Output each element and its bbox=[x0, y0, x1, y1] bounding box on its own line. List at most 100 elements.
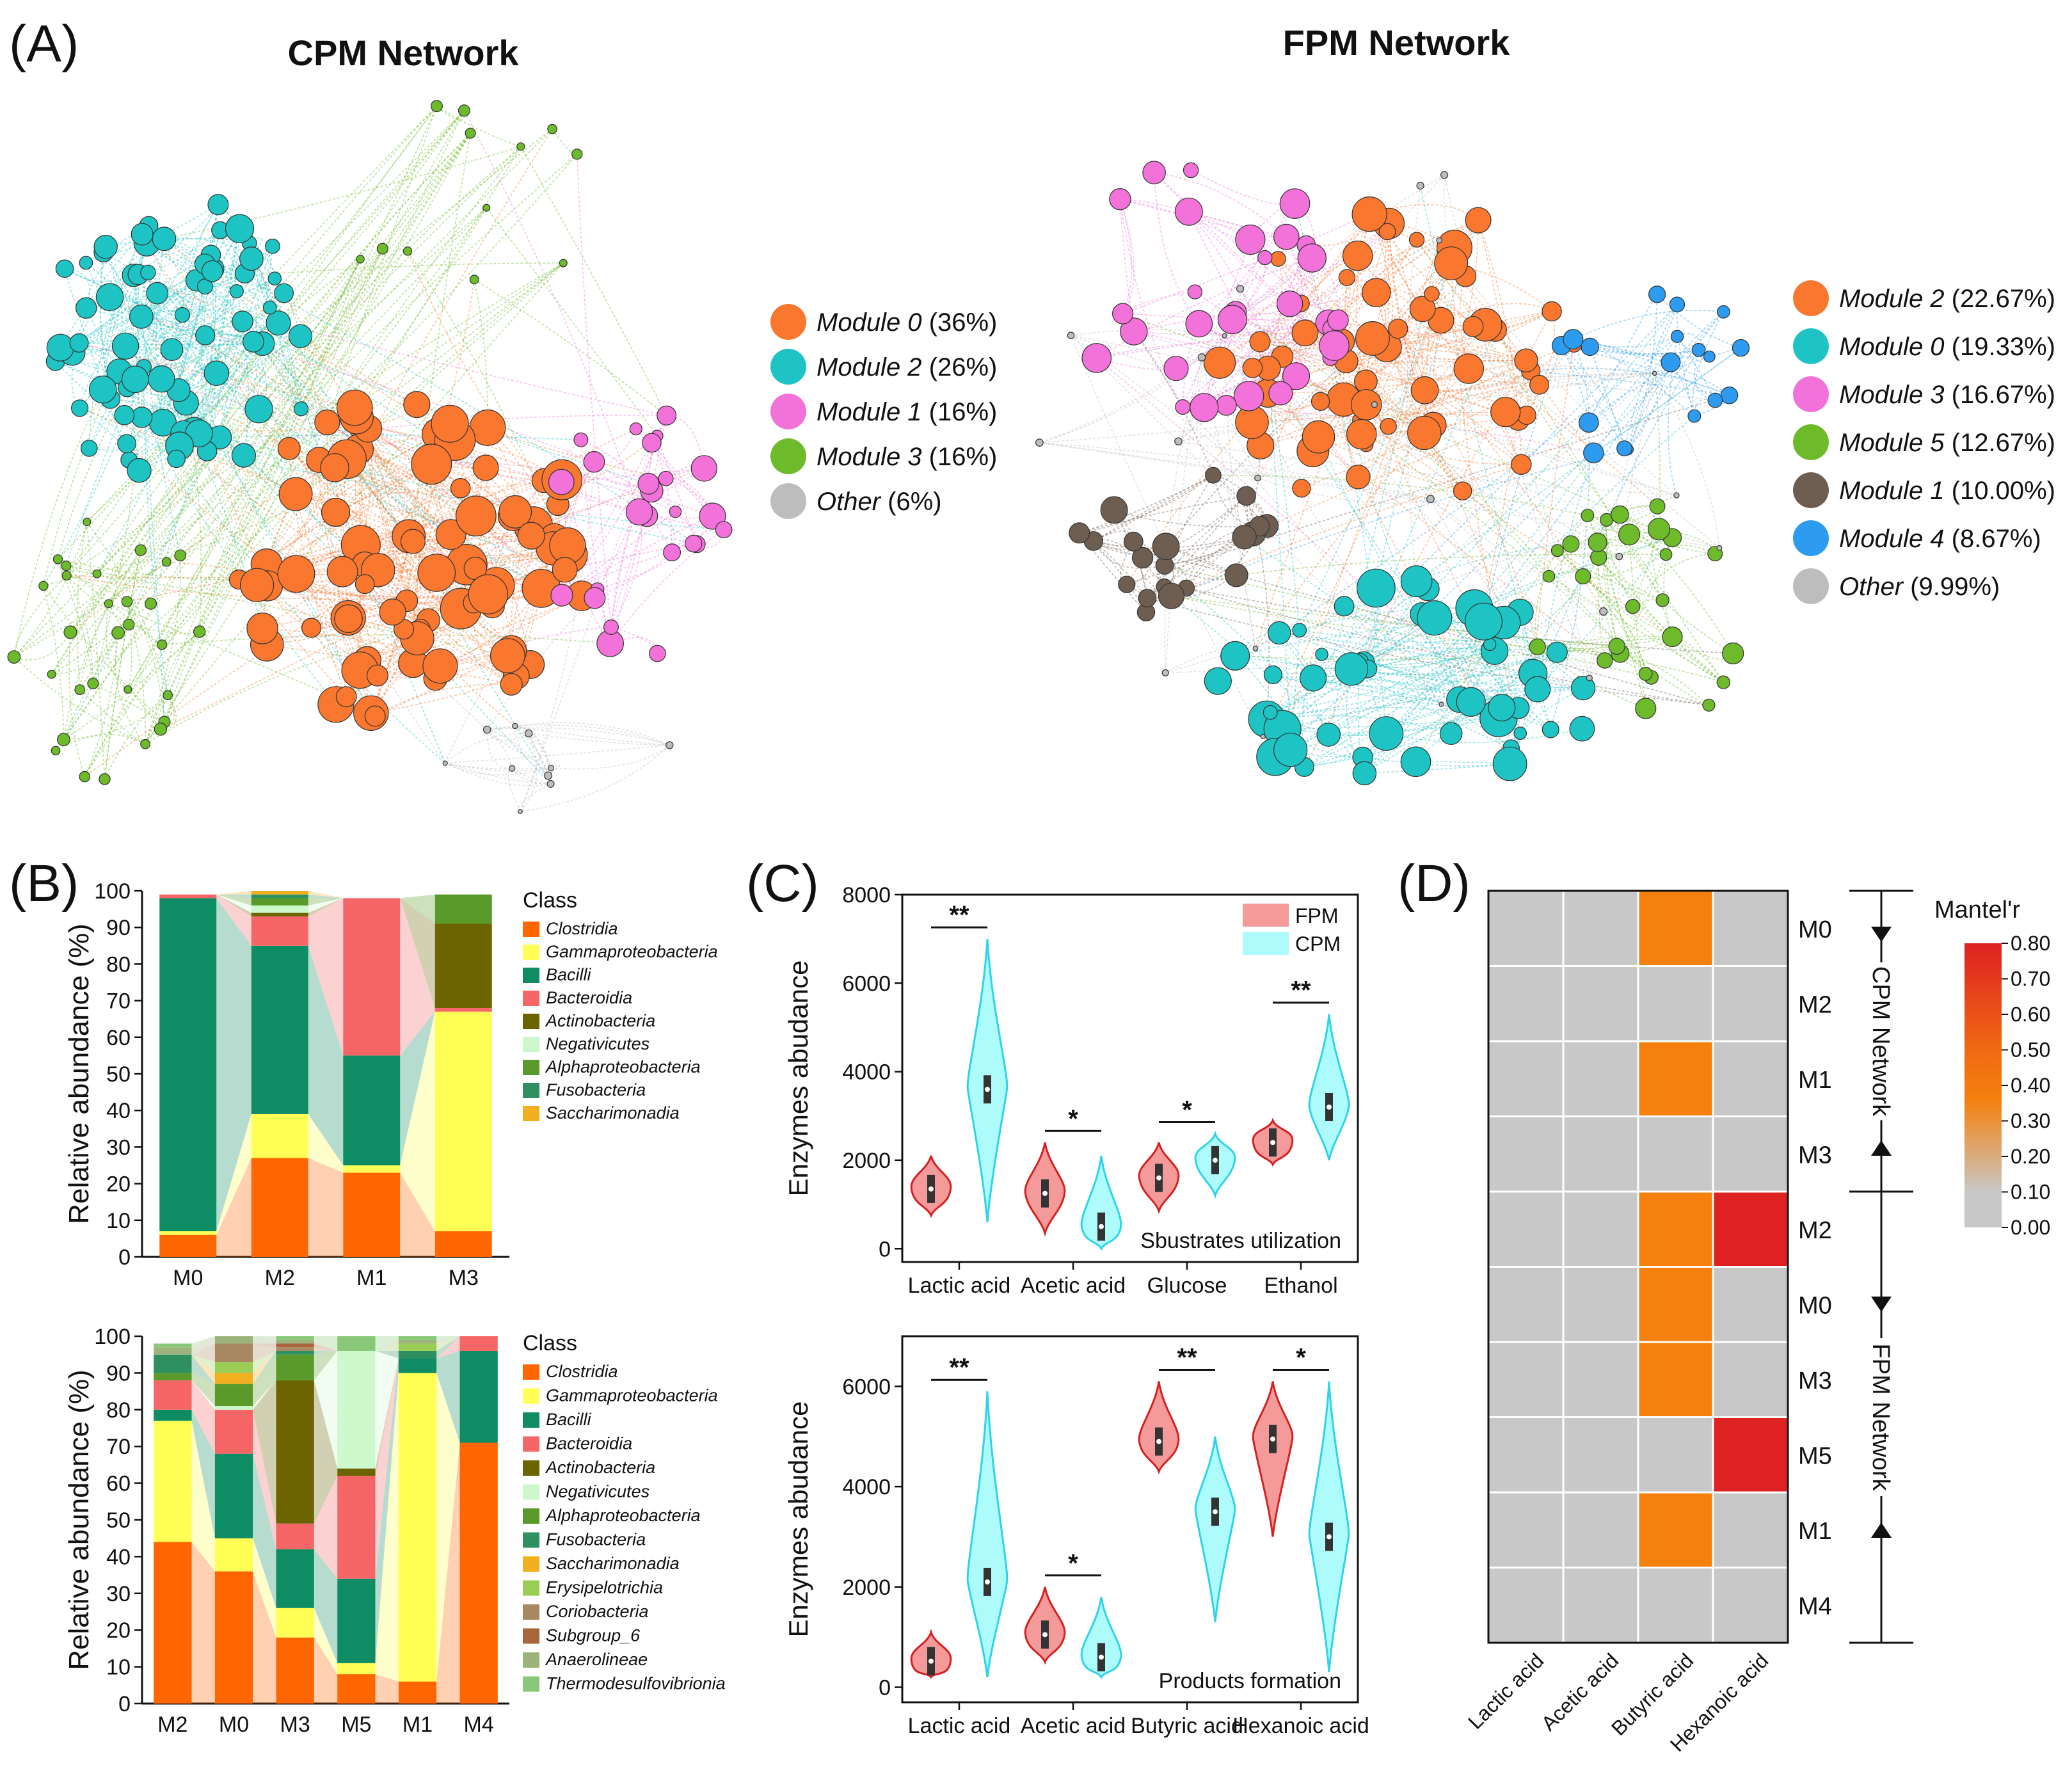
network-edge bbox=[148, 225, 394, 612]
bar-flow bbox=[191, 1542, 215, 1704]
network-edge bbox=[1122, 313, 1673, 538]
bar-flow bbox=[216, 891, 251, 895]
network-node bbox=[1233, 381, 1264, 411]
network-edge bbox=[1351, 304, 1678, 669]
network-node bbox=[1327, 309, 1349, 331]
y-tick-label: 100 bbox=[94, 879, 131, 904]
colorbar-tick-label: 0.60 bbox=[2011, 1003, 2050, 1026]
bar-segment bbox=[214, 1336, 253, 1344]
network-node bbox=[1319, 330, 1350, 361]
network-edge bbox=[166, 154, 578, 563]
legend-module-name: Module 1 bbox=[1839, 477, 1952, 505]
network-node bbox=[1586, 675, 1593, 682]
network-edge bbox=[530, 480, 545, 527]
network-edge bbox=[364, 511, 516, 585]
network-edge bbox=[180, 262, 564, 556]
network-edge bbox=[1422, 308, 1720, 548]
network-node bbox=[431, 100, 443, 113]
network-node bbox=[195, 325, 216, 346]
network-edge bbox=[1386, 231, 1389, 347]
network-edge bbox=[1549, 537, 1673, 577]
legend-label: CPM bbox=[1295, 932, 1341, 955]
network-edge bbox=[1369, 214, 1474, 327]
bar-flow bbox=[191, 1354, 215, 1384]
legend-title: Class bbox=[523, 1331, 577, 1355]
network-edge bbox=[145, 555, 182, 745]
bar-segment bbox=[398, 1339, 437, 1344]
network-edge bbox=[475, 516, 517, 676]
network-edge bbox=[1483, 621, 1551, 730]
network-edge bbox=[1122, 213, 1370, 314]
legend-module-name: Module 0 bbox=[1839, 333, 1952, 361]
network-edge bbox=[1386, 346, 1527, 361]
y-tick-label: 4000 bbox=[842, 1475, 891, 1499]
network-edge bbox=[561, 515, 713, 596]
network-node bbox=[1216, 394, 1237, 416]
network-edge bbox=[360, 545, 568, 671]
legend-module-name: Module 3 bbox=[1839, 381, 1952, 409]
network-node bbox=[1716, 675, 1730, 689]
network-node bbox=[229, 284, 244, 299]
bar-segment bbox=[276, 1347, 314, 1351]
bar-segment bbox=[434, 894, 492, 924]
row-label: M1 bbox=[1798, 1067, 1832, 1094]
network-edge bbox=[580, 439, 676, 513]
network-edge bbox=[164, 146, 522, 239]
network-node bbox=[1123, 531, 1144, 552]
network-edge bbox=[84, 132, 471, 778]
network-node bbox=[1315, 648, 1328, 661]
network-edge bbox=[219, 230, 301, 337]
network-edge bbox=[514, 725, 670, 746]
bar-flow bbox=[308, 898, 344, 1056]
network-node bbox=[1517, 405, 1536, 425]
network-edge bbox=[1120, 198, 1251, 241]
bar-segment bbox=[398, 1336, 437, 1340]
network-node bbox=[544, 771, 553, 780]
network-edge bbox=[1306, 214, 1370, 246]
network-edge bbox=[141, 308, 279, 324]
network-node bbox=[1462, 315, 1484, 337]
network-edge bbox=[1603, 520, 1621, 654]
bar-flow bbox=[253, 1380, 276, 1410]
network-edge bbox=[1598, 557, 1724, 683]
fpm-median bbox=[1156, 1439, 1161, 1444]
network-node bbox=[417, 554, 456, 592]
row-label: M3 bbox=[1798, 1368, 1832, 1394]
network-edge bbox=[239, 554, 568, 580]
network-edge bbox=[1597, 520, 1607, 661]
y-tick-label: 70 bbox=[106, 1435, 131, 1459]
network-edge bbox=[1415, 515, 1588, 762]
network-node bbox=[1249, 331, 1271, 353]
network-edge bbox=[1589, 556, 1621, 678]
bar-segment bbox=[337, 1674, 376, 1704]
network-node bbox=[1138, 589, 1157, 608]
network-edge bbox=[64, 268, 301, 410]
network-edge bbox=[1629, 534, 1646, 709]
network-edge bbox=[162, 271, 213, 423]
legend-label: Bacilli bbox=[546, 965, 592, 984]
legend-swatch bbox=[523, 1508, 539, 1524]
network-edge bbox=[1366, 370, 1531, 445]
network-node bbox=[1338, 269, 1356, 286]
network-edge bbox=[1589, 373, 1655, 678]
network-edge bbox=[1588, 304, 1678, 423]
bar-flow bbox=[400, 1011, 435, 1231]
network-edge bbox=[1186, 587, 1709, 706]
fpm-legend-label: Module 0 (19.33%) bbox=[1839, 333, 2055, 361]
fpm-legend-label: Module 2 (22.67%) bbox=[1839, 285, 2055, 313]
colorbar bbox=[1964, 943, 2002, 1227]
panel-a-label: (A) bbox=[9, 15, 79, 73]
significance-marker: * bbox=[1296, 1344, 1306, 1372]
network-edge bbox=[115, 632, 146, 745]
network-node bbox=[129, 304, 154, 329]
network-node bbox=[301, 618, 322, 638]
bar-flow bbox=[308, 1158, 344, 1257]
network-edge bbox=[1474, 336, 1678, 609]
heatmap-cell bbox=[1637, 965, 1714, 1042]
network-edge bbox=[1259, 341, 1366, 382]
network-node bbox=[1163, 356, 1189, 381]
network-edge bbox=[360, 427, 441, 667]
network-node bbox=[231, 443, 256, 468]
network-edge bbox=[561, 468, 705, 483]
network-edge bbox=[141, 316, 268, 586]
